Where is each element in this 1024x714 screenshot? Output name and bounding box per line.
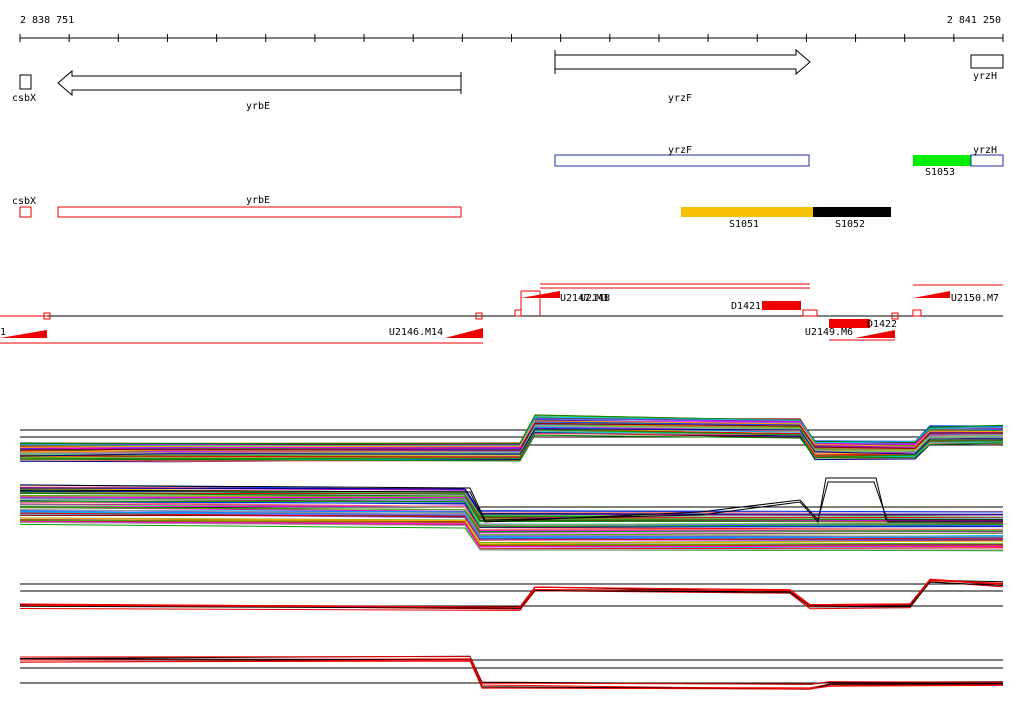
expression-curve: [19, 656, 1004, 685]
probe-label: D1421: [731, 301, 761, 312]
probe-label: U2148: [580, 293, 610, 304]
segment-label: S1053: [925, 167, 955, 178]
segment: [813, 207, 891, 217]
expression-curve: [19, 521, 1004, 547]
segment-label: S1051: [729, 219, 759, 230]
transcript-box: [19, 206, 32, 218]
probe-label: U2147.M3: [560, 293, 608, 304]
gene-arrow: [554, 48, 811, 76]
gene-arrow: [57, 69, 462, 97]
expression-curve: [19, 428, 1003, 457]
expression-curve: [19, 501, 1004, 531]
expression-curve: [19, 517, 1004, 545]
probe-track: [0, 283, 1003, 344]
expression-curve: [19, 477, 1003, 524]
expression-curve: [19, 512, 1004, 541]
expression-curve: [19, 659, 1004, 690]
expression-curve: [19, 658, 1004, 690]
transcript-label: yrzF: [668, 145, 692, 156]
segment: [681, 207, 813, 217]
gene-label: yrzF: [668, 93, 692, 104]
expression-curve: [19, 420, 1004, 448]
expression-curve: [20, 498, 1004, 526]
expression-curve: [19, 492, 1004, 519]
expression-curve: [19, 507, 1004, 536]
expression-curve: [19, 578, 1004, 608]
expression-curve: [19, 523, 1004, 552]
expression-curve: [19, 521, 1004, 551]
transcript-box: [57, 206, 462, 218]
scale-start: 2 838 751: [20, 15, 74, 26]
probe-label: 1: [0, 327, 6, 338]
gene-label: yrzH: [973, 71, 997, 82]
scale-ticks: [19, 34, 1004, 42]
segment: [913, 155, 971, 166]
expression-curve: [19, 429, 1003, 460]
expression-curve: [19, 416, 1004, 445]
expression-curve: [19, 581, 1004, 609]
expression-curve: [19, 658, 1004, 690]
expression-curve: [19, 500, 1004, 528]
gene-label: csbX: [12, 93, 36, 104]
expression-curve: [19, 492, 1004, 521]
scale-end: 2 841 250: [947, 15, 1001, 26]
expression-curve: [19, 580, 1004, 608]
expression-curve: [19, 425, 1004, 456]
transcript-box: [554, 154, 810, 167]
transcript-box: [970, 154, 1004, 167]
transcript-label: yrbE: [246, 195, 270, 206]
expression-curve: [19, 414, 1004, 444]
expression-curve: [19, 423, 1004, 451]
probe-label: U2149.M6: [805, 327, 853, 338]
gene-label: yrbE: [246, 101, 270, 112]
expression-curve: [19, 521, 1004, 548]
probe-label: U2146.M14: [389, 327, 443, 338]
gene-box: [19, 74, 32, 90]
expression-curve: [19, 414, 1004, 445]
probe-label: U2150.M7: [951, 293, 999, 304]
probe-label: D1422: [867, 319, 897, 330]
segment-label: S1052: [835, 219, 865, 230]
expression-curve: [19, 416, 1004, 447]
transcript-label: csbX: [12, 196, 36, 207]
expression-curve: [19, 420, 1004, 449]
expression-curve: [19, 481, 1003, 523]
gene-box: [970, 54, 1004, 69]
expression-curve: [19, 509, 1004, 538]
transcript-label: yrzH: [973, 145, 997, 156]
expression-panels: [19, 414, 1004, 690]
expression-curve: [19, 434, 1004, 462]
expression-curve: [19, 487, 1004, 515]
expression-curve: [19, 484, 1004, 513]
